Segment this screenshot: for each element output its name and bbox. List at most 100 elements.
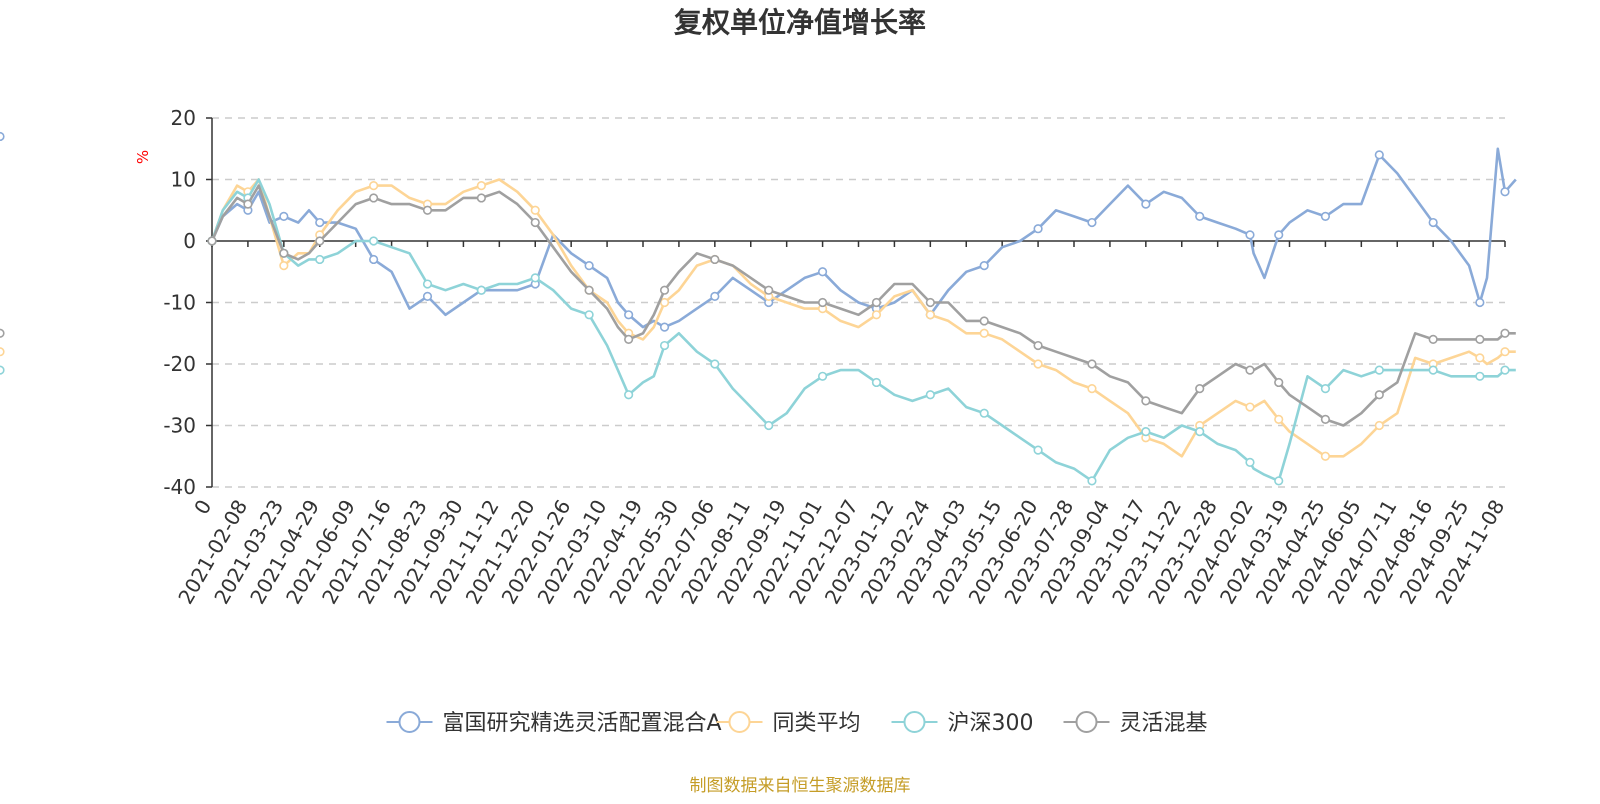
series-point xyxy=(1087,217,1097,228)
series-point xyxy=(584,310,594,320)
series-point xyxy=(1141,199,1151,209)
series-point xyxy=(710,359,720,369)
legend: 富国研究精选灵活配置混合A 同类平均 沪深300 灵活混基 xyxy=(386,711,1208,736)
series-point xyxy=(369,193,379,203)
series-point xyxy=(279,211,289,221)
series-point xyxy=(422,279,433,289)
legend-item[interactable]: 富国研究精选灵活配置混合A xyxy=(386,711,722,736)
series-point xyxy=(979,261,989,271)
series-line xyxy=(210,178,1516,483)
series-point xyxy=(764,420,774,431)
series-point xyxy=(530,205,540,215)
series-point xyxy=(279,248,289,258)
y-tick-label: 0 xyxy=(183,229,196,253)
series-point xyxy=(1087,476,1097,486)
series-point xyxy=(925,390,935,400)
series-point xyxy=(422,291,433,301)
series-point xyxy=(584,285,594,295)
series-point xyxy=(1195,211,1205,221)
legend-label: 同类平均 xyxy=(773,711,861,736)
series-point xyxy=(1374,365,1384,375)
series-point xyxy=(422,205,433,215)
series-point xyxy=(1320,211,1331,221)
series-point xyxy=(979,316,989,326)
series-line xyxy=(210,147,1517,329)
legend-label: 灵活混基 xyxy=(1120,711,1208,736)
series-point xyxy=(1087,359,1097,369)
series-point xyxy=(659,285,670,295)
series-point xyxy=(979,328,989,338)
series-point xyxy=(315,254,325,265)
series-line xyxy=(210,178,1516,458)
y-tick-label: -10 xyxy=(163,291,196,315)
series-point xyxy=(1320,414,1331,424)
series-point xyxy=(1274,377,1284,388)
series-point xyxy=(925,297,935,308)
series-point xyxy=(817,297,828,308)
series-point xyxy=(1374,150,1384,160)
series-point xyxy=(624,310,634,320)
series-point xyxy=(1374,420,1384,431)
series-point xyxy=(1195,384,1205,394)
y-tick-label: 10 xyxy=(171,168,196,192)
series-point xyxy=(1195,427,1205,437)
series-point xyxy=(1374,390,1384,400)
legend-item[interactable]: 灵活混基 xyxy=(1063,711,1208,736)
series-point xyxy=(1033,340,1043,351)
series-point xyxy=(584,261,594,271)
series-point xyxy=(1033,224,1043,234)
series-point xyxy=(0,347,5,357)
series-point xyxy=(764,285,774,295)
series-point xyxy=(530,273,540,283)
series-point xyxy=(817,371,828,381)
y-tick-label: -40 xyxy=(163,475,196,499)
series-point xyxy=(1500,328,1510,338)
series-point xyxy=(1274,230,1284,240)
series-point xyxy=(1475,371,1485,381)
series-point xyxy=(1475,334,1485,345)
series-point xyxy=(1320,384,1331,394)
series-point xyxy=(1500,365,1510,375)
series-point xyxy=(0,328,5,338)
legend-marker xyxy=(903,711,926,733)
legend-label: 沪深300 xyxy=(948,711,1034,736)
series-point xyxy=(315,236,325,246)
series-point xyxy=(624,334,634,345)
series-point xyxy=(1033,359,1043,369)
legend-item[interactable]: 同类平均 xyxy=(716,711,861,736)
y-tick-label: -20 xyxy=(163,352,196,376)
legend-item[interactable]: 沪深300 xyxy=(891,711,1034,736)
legend-marker xyxy=(1075,711,1098,733)
series-point xyxy=(0,131,5,142)
data-source-note: 制图数据来自恒生聚源数据库 xyxy=(690,776,911,796)
series-point xyxy=(0,365,5,375)
chart-title: 复权单位净值增长率 xyxy=(674,6,926,39)
y-axis-unit-label: % xyxy=(134,150,152,164)
series-point xyxy=(243,199,253,209)
series-point xyxy=(1033,445,1043,455)
series-point xyxy=(1475,353,1485,363)
y-tick-label: 20 xyxy=(171,106,196,130)
series-point xyxy=(530,217,540,228)
series-point xyxy=(871,297,882,308)
series-point xyxy=(659,297,670,308)
series-point xyxy=(476,181,486,191)
series-point xyxy=(369,254,379,265)
series-point xyxy=(1500,347,1510,357)
series-point xyxy=(1141,427,1151,437)
series-point xyxy=(659,322,670,332)
legend-marker xyxy=(398,711,421,733)
series-point xyxy=(1475,297,1485,308)
series-point xyxy=(710,254,720,265)
x-axis-ticks: 02021-02-082021-03-232021-04-292021-06-0… xyxy=(173,241,1509,608)
series-point xyxy=(315,217,325,228)
series-point xyxy=(1428,334,1438,345)
series-point xyxy=(1141,396,1151,406)
series-point xyxy=(207,236,217,246)
series-layer xyxy=(0,131,1517,486)
series-line xyxy=(210,184,1516,427)
series-point xyxy=(1274,414,1284,424)
series-point xyxy=(1245,402,1255,412)
x-tick-label: 0 xyxy=(189,496,216,519)
